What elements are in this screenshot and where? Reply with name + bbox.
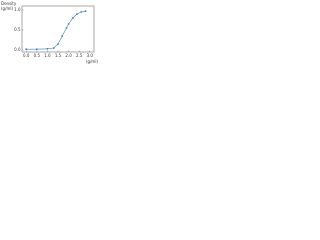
line	[26, 10, 86, 50]
x-tick-label: 3.0	[87, 53, 94, 58]
point	[61, 35, 64, 37]
x-tick-label: 1.5	[55, 53, 62, 58]
point	[84, 10, 87, 13]
point	[35, 48, 38, 51]
chart: Density (g/ml) (g/ml) 0.0 0.5 1.0 1.5 2.0 2.5…	[1, 1, 98, 64]
point	[52, 47, 55, 49]
point	[67, 23, 70, 25]
x-tick-label: 0.0	[23, 53, 30, 58]
y-tick-label: 0.5	[14, 27, 21, 32]
x-tick-label: 0.5	[34, 53, 41, 58]
x-tick-label: 1.0	[44, 53, 51, 58]
y-tick-label: 1.0	[14, 7, 21, 12]
point	[46, 47, 49, 50]
point	[57, 43, 59, 45]
x-axis-label: (g/ml)	[86, 59, 98, 64]
point	[65, 27, 68, 29]
y-axis-label: Density	[1, 1, 17, 6]
point	[71, 17, 74, 19]
plot-frame	[21, 5, 95, 53]
point	[25, 48, 28, 51]
point	[76, 13, 78, 15]
y-axis-label: (g/ml)	[1, 6, 13, 11]
x-tick-label: 2.0	[65, 53, 72, 58]
point	[80, 11, 83, 13]
y-tick-label: 0.0	[14, 47, 21, 52]
x-tick-label: 2.5	[76, 53, 83, 58]
